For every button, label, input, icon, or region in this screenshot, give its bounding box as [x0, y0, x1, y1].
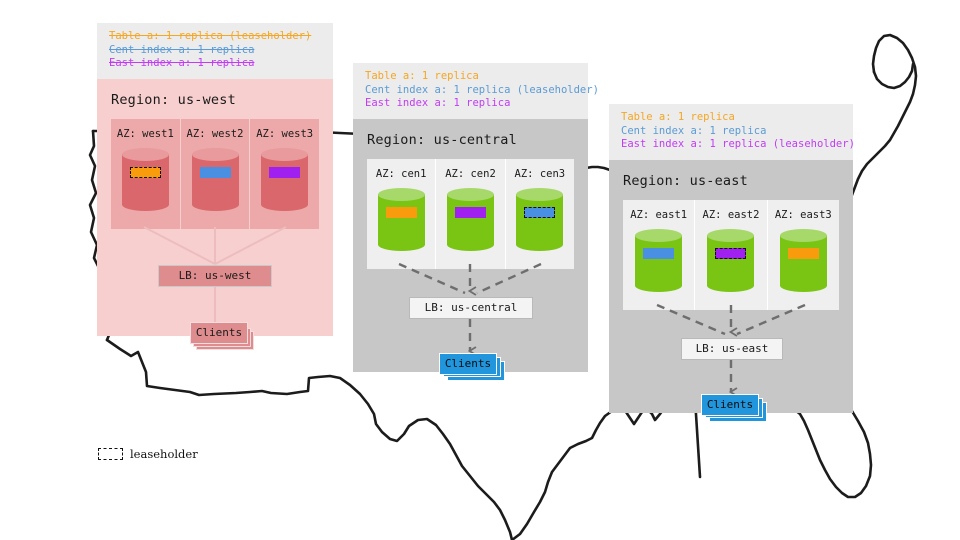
cylinder-body: [635, 234, 683, 286]
connectors-us-east: [656, 303, 806, 413]
region-body-us-east: Region: us-east AZ: east1 AZ: east2: [609, 159, 853, 422]
az-strip-us-central: AZ: cen1 AZ: cen2: [367, 158, 574, 269]
region-header-us-central: Table a: 1 replica Cent index a: 1 repli…: [353, 63, 599, 119]
clients-us-central[interactable]: Clients: [439, 352, 497, 375]
az-label: AZ: east3: [774, 208, 832, 221]
replica-line-cent: Cent index a: 1 replica: [621, 124, 767, 137]
region-panel-us-east: Table a: 1 replica Cent index a: 1 repli…: [609, 104, 855, 422]
replica-line-table: Table a: 1 replica (leaseholder): [109, 30, 312, 42]
range-cent[interactable]: [643, 247, 675, 259]
region-header-us-west: Table a: 1 replica (leaseholder) Cent in…: [97, 23, 333, 79]
legend: leaseholder: [98, 447, 198, 461]
clients-us-east[interactable]: Clients: [701, 393, 759, 416]
cylinder-body: [779, 234, 827, 286]
region-panel-us-central: Table a: 1 replica Cent index a: 1 repli…: [353, 63, 599, 381]
replica-line-cent: Cent index a: 1 replica: [109, 43, 255, 56]
range-east[interactable]: [269, 166, 301, 178]
dashed-rectangle-icon: [98, 448, 123, 460]
az-label: AZ: cen1: [375, 167, 427, 180]
replica-line-east: East index a: 1 replica: [109, 57, 255, 70]
range-table[interactable]: [787, 247, 819, 259]
node-cylinder[interactable]: [261, 147, 309, 211]
range-table-leaseholder[interactable]: [129, 166, 161, 178]
range-east-leaseholder[interactable]: [715, 247, 747, 259]
az-label: AZ: west3: [256, 127, 314, 140]
node-cylinder[interactable]: [779, 228, 827, 292]
cylinder-body: [516, 193, 564, 245]
az-label: AZ: west2: [186, 127, 244, 140]
cylinder-body: [377, 193, 425, 245]
node-cylinder[interactable]: [446, 187, 494, 251]
node-cylinder[interactable]: [191, 147, 239, 211]
replica-line-table: Table a: 1 replica: [365, 70, 479, 82]
region-title-us-central: Region: us-central: [367, 131, 517, 148]
cylinder-top: [191, 147, 239, 161]
region-body-us-central: Region: us-central AZ: cen1 AZ: cen2: [353, 118, 588, 381]
load-balancer-us-central[interactable]: LB: us-central: [409, 296, 533, 319]
node-cylinder[interactable]: [516, 187, 564, 251]
az-west1[interactable]: AZ: west1: [111, 118, 181, 229]
legend-label: leaseholder: [130, 447, 198, 461]
cylinder-top: [121, 147, 169, 161]
region-title-us-west: Region: us-west: [111, 91, 236, 108]
replica-line-east: East index a: 1 replica (leaseholder): [621, 138, 855, 151]
node-cylinder[interactable]: [707, 228, 755, 292]
cylinder-top: [377, 187, 425, 201]
cylinder-body: [261, 153, 309, 205]
connectors-us-central: [398, 262, 542, 372]
cylinder-top: [261, 147, 309, 161]
node-cylinder[interactable]: [635, 228, 683, 292]
cylinder-top: [707, 228, 755, 242]
az-west3[interactable]: AZ: west3: [250, 119, 319, 229]
replica-line-cent: Cent index a: 1 replica (leaseholder): [365, 83, 599, 96]
region-header-us-east: Table a: 1 replica Cent index a: 1 repli…: [609, 104, 855, 160]
az-label: AZ: cen3: [514, 167, 566, 180]
node-cylinder[interactable]: [377, 187, 425, 251]
cylinder-top: [779, 228, 827, 242]
cylinder-body: [446, 193, 494, 245]
cylinder-top: [446, 187, 494, 201]
range-east[interactable]: [454, 206, 486, 218]
node-cylinder[interactable]: [121, 147, 169, 211]
az-east1[interactable]: AZ: east1: [623, 199, 696, 310]
range-cent-leaseholder[interactable]: [524, 206, 556, 218]
az-cen3[interactable]: AZ: cen3: [506, 159, 574, 269]
region-body-us-west: Region: us-west AZ: west1 AZ: west2: [97, 78, 333, 350]
cylinder-body: [121, 153, 169, 205]
range-table[interactable]: [385, 206, 417, 218]
az-label: AZ: east2: [702, 208, 760, 221]
az-cen1[interactable]: AZ: cen1: [367, 158, 437, 269]
az-west2[interactable]: AZ: west2: [181, 118, 251, 229]
az-label: AZ: cen2: [445, 167, 496, 180]
load-balancer-us-west[interactable]: LB: us-west: [158, 264, 272, 287]
replica-line-table: Table a: 1 replica: [621, 111, 735, 123]
az-strip-us-west: AZ: west1 AZ: west2: [111, 118, 319, 229]
region-panel-us-west: Table a: 1 replica (leaseholder) Cent in…: [97, 23, 333, 350]
az-east3[interactable]: AZ: east3: [768, 200, 839, 310]
connectors-us-west: [143, 225, 287, 322]
cylinder-top: [516, 187, 564, 201]
az-label: AZ: east1: [630, 208, 688, 221]
replica-line-east: East index a: 1 replica: [365, 97, 511, 110]
az-cen2[interactable]: AZ: cen2: [436, 158, 506, 269]
region-title-us-east: Region: us-east: [623, 172, 748, 189]
range-cent[interactable]: [199, 166, 231, 178]
clients-us-west[interactable]: Clients: [190, 321, 248, 344]
az-strip-us-east: AZ: east1 AZ: east2: [623, 199, 839, 310]
load-balancer-us-east[interactable]: LB: us-east: [681, 337, 783, 360]
az-label: AZ: west1: [116, 127, 174, 140]
cylinder-top: [635, 228, 683, 242]
az-east2[interactable]: AZ: east2: [695, 199, 768, 310]
cylinder-body: [191, 153, 239, 205]
cylinder-body: [707, 234, 755, 286]
